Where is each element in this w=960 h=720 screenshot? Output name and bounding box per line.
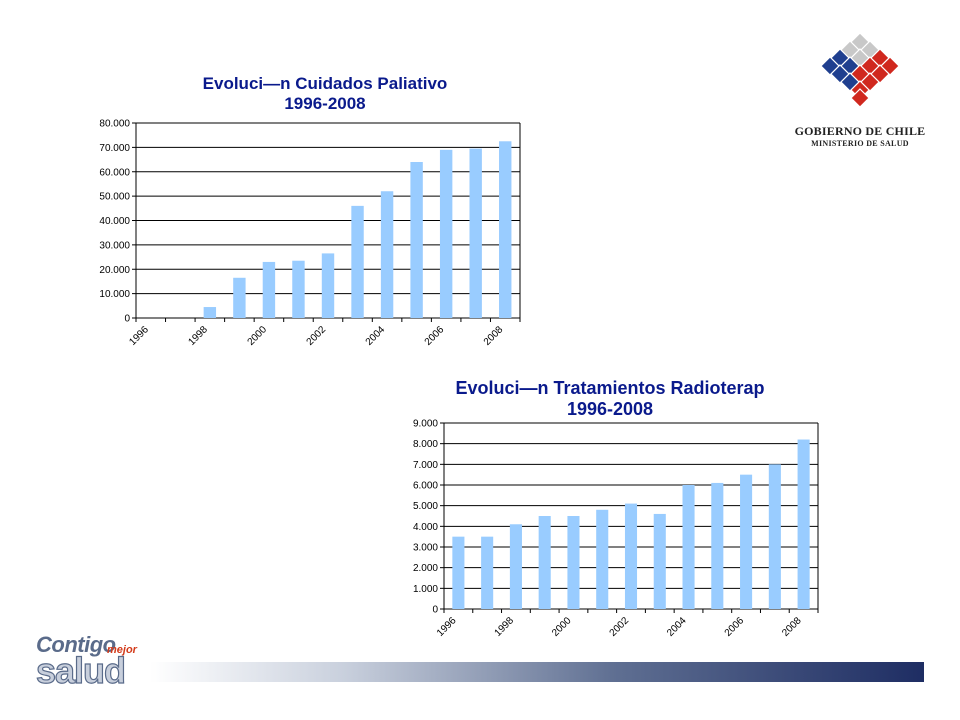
chart2-ytick-label: 1.000: [413, 584, 438, 595]
chart1-xtick-label: 1998: [186, 324, 210, 348]
chart1-ytick-label: 30.000: [99, 240, 130, 251]
chart1-ytick-label: 40.000: [99, 216, 130, 227]
chart2-title: Evoluci—n Tratamientos Radioterap 1996-2…: [420, 378, 800, 419]
chart1-ytick-label: 20.000: [99, 265, 130, 276]
chart1-xtick-label: 2006: [423, 324, 447, 348]
chart2-bar: [481, 536, 494, 609]
chart1-plot: 0 10.000 20.000 30.000 40.000 50.000 60.000 70.…: [99, 119, 521, 348]
chart2-bar: [567, 516, 580, 609]
gobierno-logo-line2: MINISTERIO DE SALUD: [811, 139, 909, 148]
chart2-xtick-label: 2002: [608, 615, 632, 639]
chart2-bar: [538, 516, 551, 609]
chart1-ytick-label: 70.000: [99, 143, 130, 154]
chart2-bar: [711, 482, 724, 609]
footer-gradient-bar: [150, 662, 924, 682]
chart2-xtick-label: 2008: [780, 615, 804, 639]
gobierno-chile-logo-icon: [820, 34, 900, 108]
chart2-xtick-label: 1996: [435, 615, 459, 639]
chart2-ytick-label: 8.000: [413, 439, 438, 450]
chart1-subtitle-text: 1996-2008: [284, 93, 366, 113]
chart1-xtick-label: 2008: [482, 324, 506, 348]
chart2-bar: [596, 509, 609, 609]
contigo-logo-word1: Contigo: [36, 632, 116, 657]
chart2-bar: [452, 536, 465, 609]
chart2-ytick-label: 7.000: [413, 460, 438, 471]
chart2-ytick-label: 4.000: [413, 522, 438, 533]
chart1-bar: [233, 277, 246, 318]
chart1-bar: [203, 307, 217, 318]
chart1-bar: [439, 149, 453, 318]
chart2-bar: [682, 485, 695, 609]
chart2-bar: [797, 439, 810, 609]
chart1-ytick-label: 0: [124, 314, 130, 325]
chart1-bar: [410, 162, 423, 318]
chart2-bar: [740, 474, 753, 609]
chart1-title-text: Evoluci—n Cuidados Paliativo: [202, 74, 448, 93]
chart2-xtick-label: 2006: [723, 615, 747, 639]
chart1-title: Evoluci—n Cuidados Paliativo 1996-2008: [150, 74, 500, 113]
chart1-bar: [321, 253, 335, 318]
chart1-bar: [292, 260, 305, 318]
chart2-ytick-label: 2.000: [413, 563, 438, 574]
chart2-ytick-label: 9.000: [413, 419, 438, 430]
chart1-ytick-label: 60.000: [99, 167, 130, 178]
chart2-ytick-label: 5.000: [413, 501, 438, 512]
chart2-xtick-label: 1998: [493, 615, 517, 639]
chart2-title-text: Evoluci—n Tratamientos Radioterap: [455, 378, 765, 398]
chart1-bar: [262, 261, 276, 318]
chart1-xtick-label: 2000: [246, 324, 270, 348]
gobierno-logo-line1: GOBIERNO DE CHILE: [794, 124, 926, 138]
chart1-bar: [499, 141, 512, 318]
chart1-xtick-label: 1996: [127, 324, 151, 348]
chart2-bar: [624, 503, 638, 609]
chart1-ytick-label: 10.000: [99, 289, 130, 300]
chart2-ytick-label: 3.000: [413, 543, 438, 554]
chart1-bar: [469, 148, 482, 318]
chart1-ytick-label: 80.000: [99, 119, 130, 130]
chart1-bar: [351, 205, 364, 318]
contigo-logo-word3: salud: [35, 649, 126, 691]
chart1-xtick-label: 2004: [364, 324, 388, 348]
chart1-xtick-label: 2002: [305, 324, 329, 348]
chart1-ytick-label: 50.000: [99, 192, 130, 203]
chart2-ytick-label: 0: [432, 605, 438, 616]
logo-diamond: [850, 88, 870, 108]
chart2-subtitle-text: 1996-2008: [566, 398, 654, 419]
chart2-ytick-label: 6.000: [413, 481, 438, 492]
chart2-plot: 0 1.000 2.000 3.000 4.000 5.000 6.000 7.000 8.00…: [413, 419, 819, 639]
chart1-bar: [380, 191, 394, 318]
chart2-bar: [509, 524, 522, 609]
chart2-xtick-label: 2000: [550, 615, 574, 639]
chart2-bar: [768, 464, 781, 609]
chart2-xtick-label: 2004: [665, 615, 689, 639]
chart2-bar: [653, 513, 666, 609]
contigo-logo-word2: mejor: [107, 644, 137, 656]
